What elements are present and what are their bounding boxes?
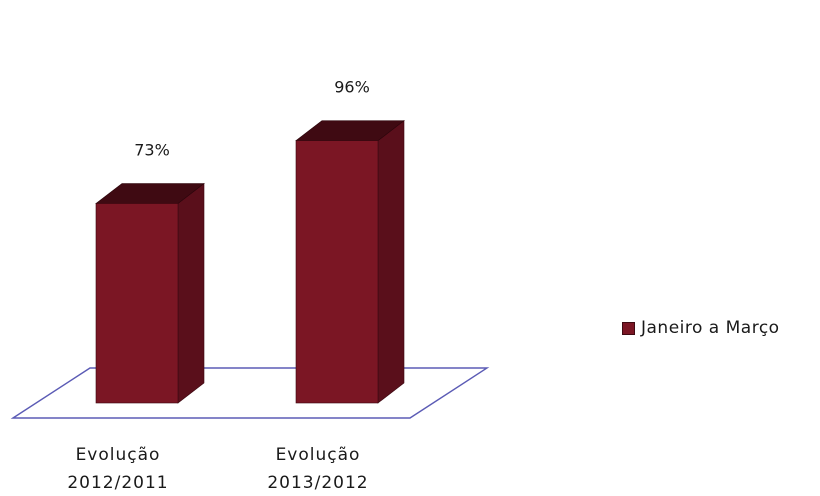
bar [95, 203, 179, 404]
x-tick-label: 2013/2012 [267, 473, 368, 493]
data-label: 96% [334, 78, 370, 97]
legend: Janeiro a Março [622, 318, 780, 338]
x-tick-label: Evolução [276, 445, 361, 465]
bar-side [377, 120, 405, 404]
bar [295, 140, 379, 404]
x-tick-label: Evolução [76, 445, 161, 465]
x-tick-label: 2012/2011 [67, 473, 168, 493]
data-label: 73% [134, 140, 170, 159]
legend-swatch [622, 321, 635, 335]
bar-side [177, 182, 205, 404]
legend-label: Janeiro a Março [641, 318, 780, 338]
floor-plane [10, 367, 490, 419]
